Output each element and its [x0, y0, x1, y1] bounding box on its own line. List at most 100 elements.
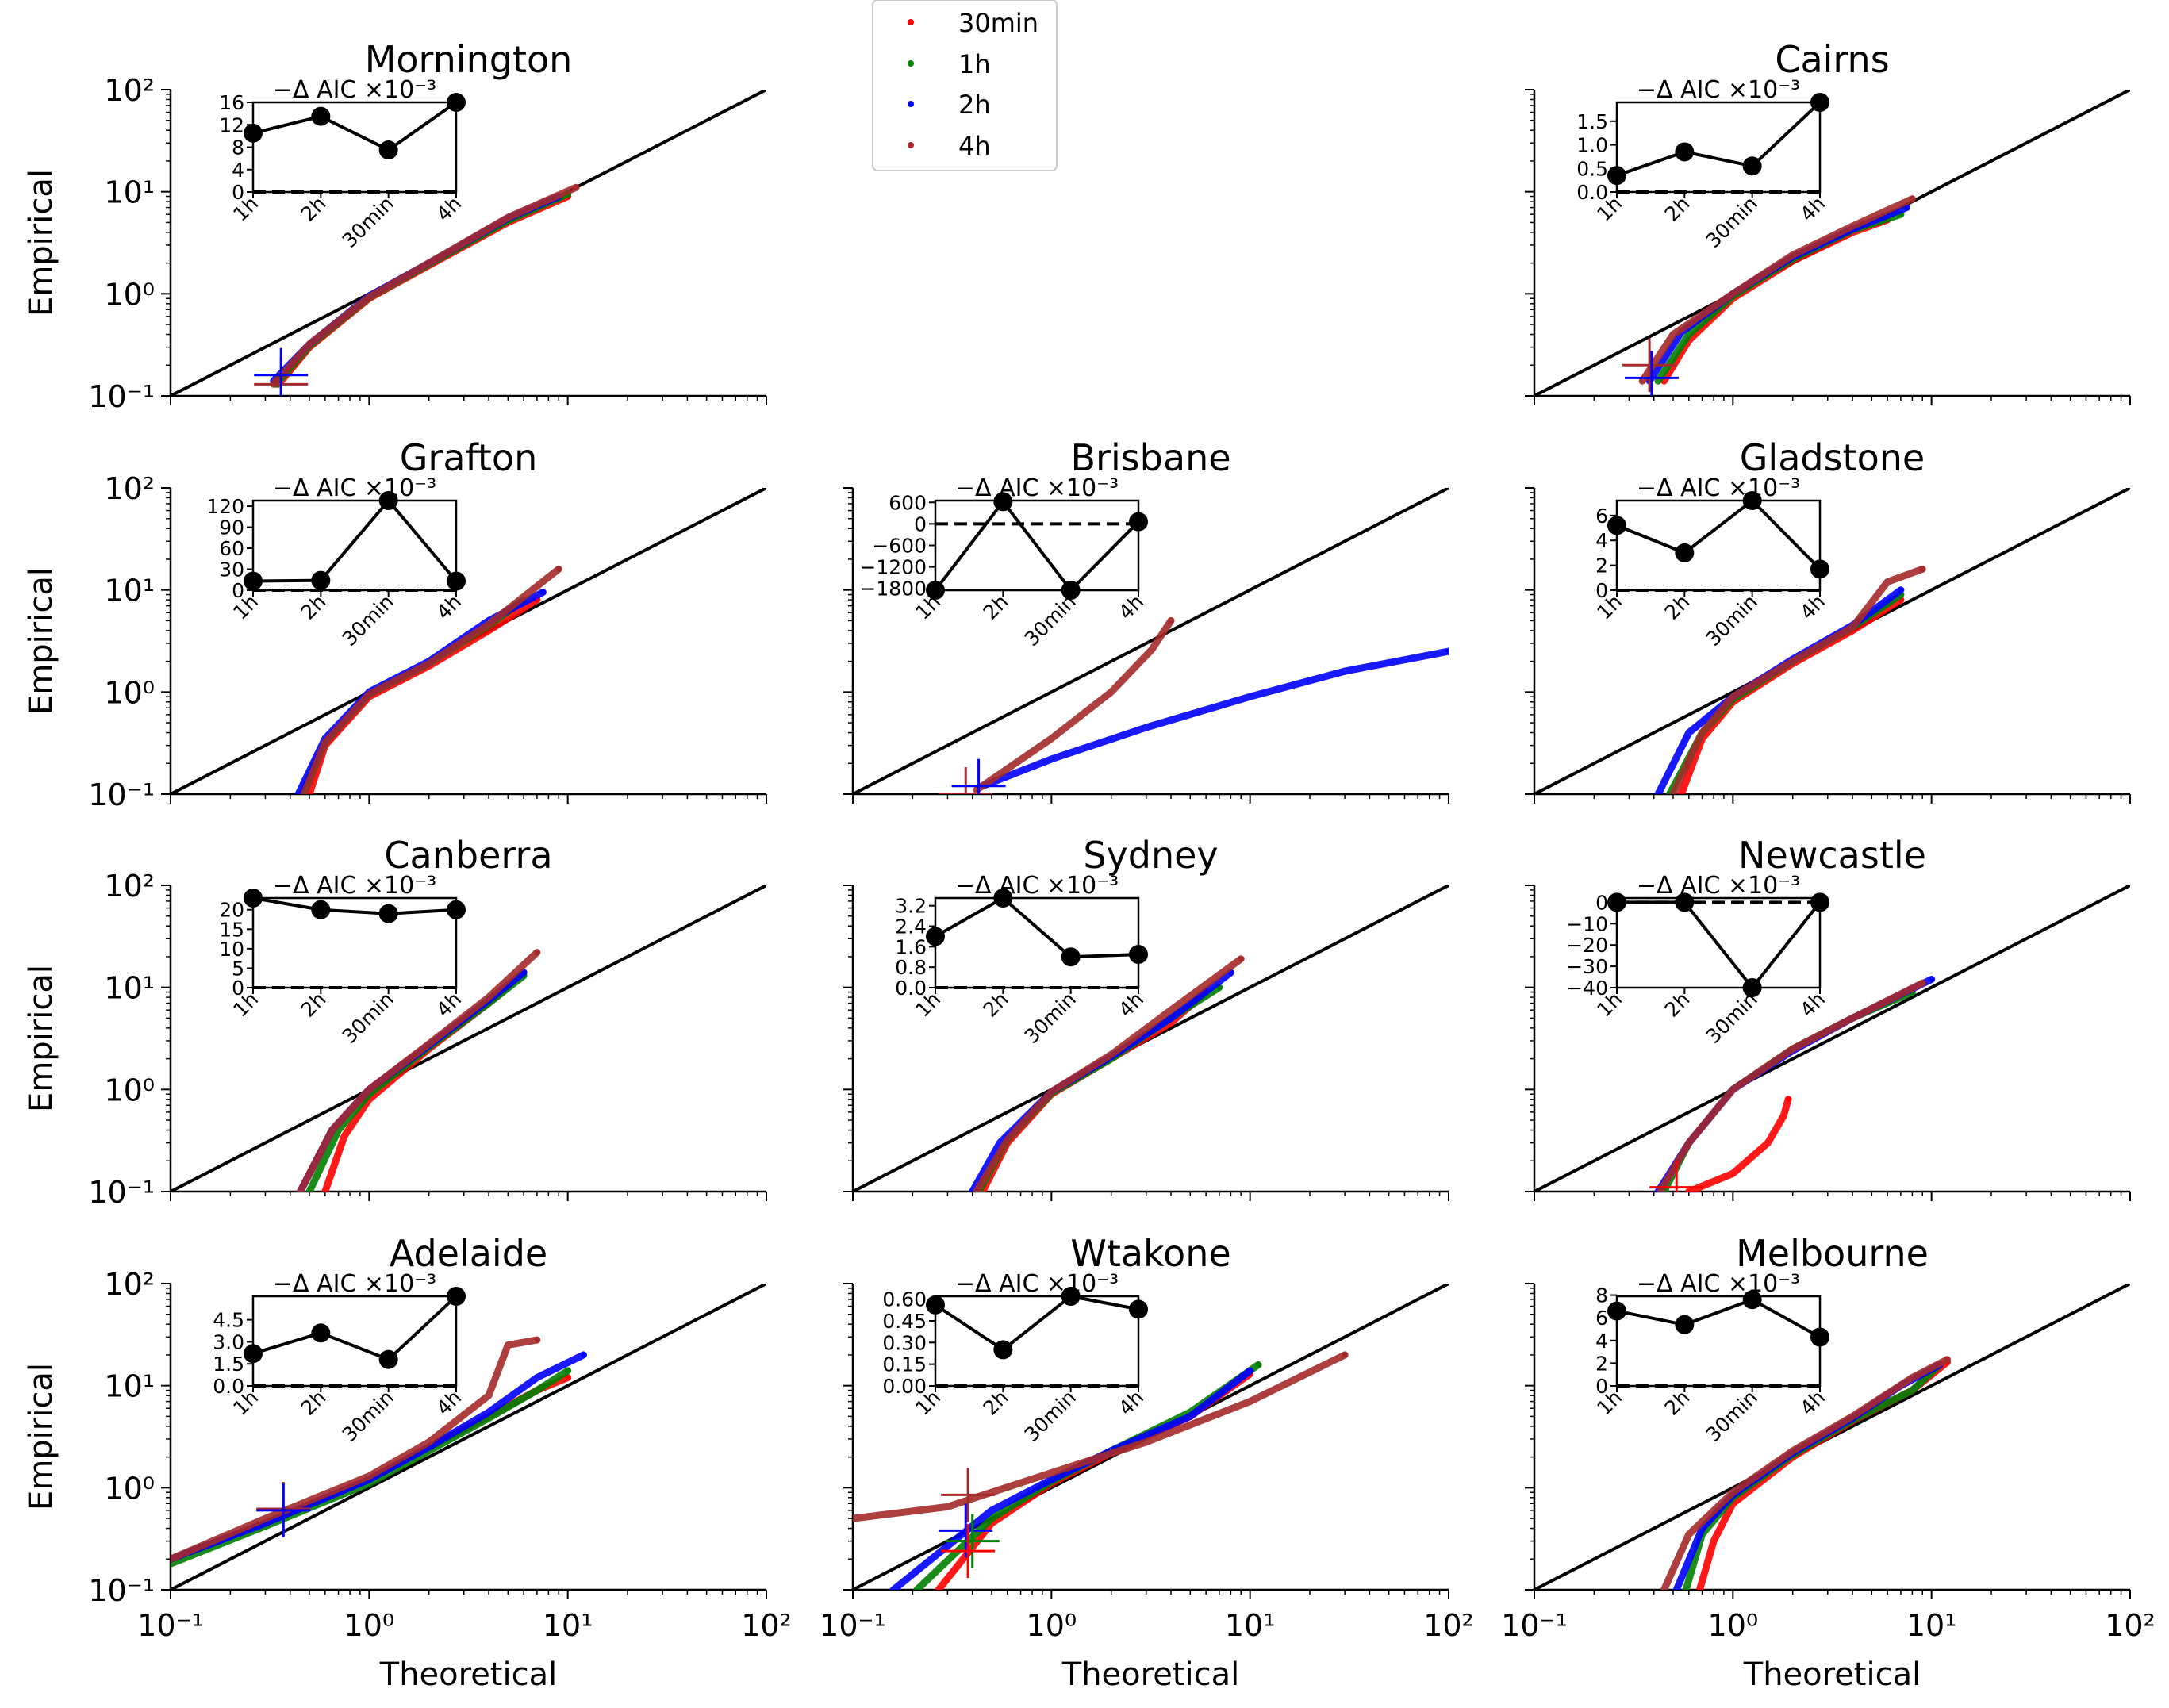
inset-aic-point: [1607, 1301, 1626, 1321]
inset-aic-line: [1616, 498, 1822, 570]
inset-aic-point: [1129, 945, 1148, 965]
inset-y-tick-label: 2: [1595, 1352, 1608, 1375]
inset-y-tick-label: 1.5: [1576, 110, 1608, 133]
inset-x-tick-label: 30min: [1020, 1386, 1081, 1446]
series-end-point-2h: [520, 969, 527, 976]
inset-aic-line: [1616, 1298, 1821, 1339]
inset-aic-point: [378, 491, 398, 510]
inset-y-tick-label: 4: [1595, 529, 1608, 552]
inset-aic-point: [1607, 166, 1626, 186]
inset-aic-line: [252, 497, 458, 583]
legend: 30min 1h 2h 4h: [872, 0, 1058, 171]
inset-y-tick-label: 0.0: [1576, 181, 1608, 204]
series-1h: [1654, 210, 1905, 385]
inset-y-tick-label: 0: [1595, 1375, 1608, 1398]
inset-frame: [1615, 499, 1822, 592]
inset-y-tick-label: −10: [1566, 912, 1608, 935]
inset-title: −Δ AIC ×10⁻³: [1637, 1270, 1800, 1298]
panel-canberra: 10⁻¹ 10⁰ 10¹ 10² Canberra Empirical −Δ AIC ×10…: [23, 834, 767, 1210]
reference-line: [853, 488, 1449, 794]
series-end-point-4h: [1168, 617, 1174, 624]
inset-aic-point: [1810, 892, 1829, 912]
y-tick-label: 10²: [104, 869, 155, 904]
legend-label-30min: 30min: [958, 8, 1038, 38]
series-end-point-4h: [1238, 956, 1244, 962]
inset-sydney: −Δ AIC ×10⁻³0.00.81.62.43.21h 2h 30min 4h: [895, 872, 1148, 1048]
inset-x-tick-label: 2h: [297, 1386, 331, 1420]
inset-y-tick-label: 3.0: [213, 1330, 244, 1353]
inset-aic-point: [1607, 892, 1626, 912]
inset-y-tick-label: 0: [232, 579, 244, 602]
series-end-point-2h: [1903, 205, 1910, 211]
series-end-point-2h: [1445, 648, 1449, 654]
x-tick-label: 10⁻¹: [820, 1608, 886, 1643]
inset-x-tick-label: 2h: [979, 1386, 1013, 1420]
series-4h: [1669, 565, 1926, 794]
inset-y-tick-label: 0: [1595, 579, 1608, 602]
inset-frame: [1615, 101, 1822, 194]
inset-x-tick-label: 4h: [1795, 590, 1829, 624]
inset-x-tick-label: 2h: [979, 590, 1013, 624]
inset-y-tick-label: 4: [1595, 1330, 1608, 1353]
legend-marker-1h: [908, 60, 914, 67]
inset-x-tick-label: 30min: [1702, 1386, 1762, 1446]
inset-aic-point: [311, 1323, 331, 1343]
y-tick-label: 10¹: [104, 574, 155, 608]
plot-area: [853, 1284, 1449, 1590]
inset-x-tick-label: 4h: [1114, 988, 1148, 1022]
inset-aic-point: [1810, 559, 1829, 579]
inset-title: −Δ AIC ×10⁻³: [273, 872, 436, 900]
inset-adelaide: −Δ AIC ×10⁻³0.01.53.04.51h 2h 30min 4h: [213, 1270, 466, 1446]
inset-aic-point: [447, 900, 466, 919]
series-4h: [1660, 1356, 1951, 1590]
inset-y-tick-label: −20: [1566, 934, 1608, 957]
y-tick-label: 10²: [104, 1267, 155, 1302]
inset-title: −Δ AIC ×10⁻³: [1637, 76, 1800, 104]
plot-area: [1534, 1284, 2130, 1590]
x-axis-label: Theoretical: [379, 1656, 557, 1693]
inset-aic-point: [993, 889, 1013, 908]
inset-aic-point: [447, 1287, 466, 1306]
inset-aic-point: [311, 570, 331, 590]
panel-title: Mornington: [365, 38, 573, 81]
panel-title: Grafton: [400, 436, 537, 479]
series-1h: [272, 190, 572, 388]
inset-y-tick-label: 0.15: [882, 1353, 927, 1376]
panel-title: Cairns: [1775, 38, 1889, 81]
legend-label-1h: 1h: [958, 49, 991, 79]
inset-x-tick-label: 2h: [297, 988, 331, 1022]
inset-y-tick-label: 0: [914, 512, 927, 535]
inset-y-tick-label: 1.6: [895, 935, 927, 958]
inset-aic-point: [244, 123, 263, 143]
inset-x-tick-label: 4h: [1795, 1386, 1829, 1420]
inset-title: −Δ AIC ×10⁻³: [273, 1270, 436, 1298]
inset-aic-point: [378, 140, 398, 160]
inset-y-tick-label: −1200: [859, 556, 927, 579]
x-tick-label: 10¹: [1225, 1608, 1276, 1643]
inset-y-tick-label: 4: [232, 159, 244, 182]
inset-y-tick-label: 0.60: [882, 1288, 927, 1311]
inset-aic-point: [926, 581, 945, 600]
series-end-point-2h: [1929, 976, 1935, 982]
series-end-point-1h: [565, 1368, 571, 1374]
x-tick-label: 10⁻¹: [137, 1608, 204, 1643]
panel-title: Newcastle: [1738, 834, 1926, 877]
inset-aic-line: [252, 896, 457, 915]
inset-aic-line: [1616, 101, 1822, 178]
plot-area: [171, 885, 766, 1192]
inset-frame: [934, 1295, 1140, 1388]
x-tick-label: 10¹: [543, 1608, 593, 1643]
series-1h: [1660, 988, 1916, 1192]
inset-title: −Δ AIC ×10⁻³: [273, 474, 436, 502]
inset-aic-point: [244, 571, 263, 591]
series-4h: [297, 949, 541, 1192]
inset-aic-line: [252, 1295, 458, 1362]
series-end-point-4h: [534, 1337, 540, 1343]
inset-x-tick-label: 4h: [432, 192, 466, 226]
y-tick-label: 10⁻¹: [88, 777, 155, 812]
series-4h: [973, 955, 1245, 1192]
